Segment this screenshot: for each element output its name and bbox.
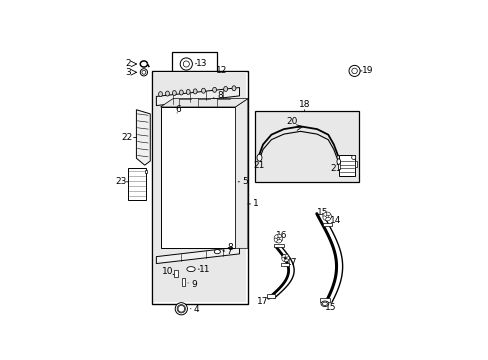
Ellipse shape (257, 154, 262, 161)
Bar (171, 51, 217, 89)
Ellipse shape (274, 238, 278, 243)
Ellipse shape (320, 301, 328, 306)
Ellipse shape (173, 273, 179, 279)
Ellipse shape (281, 257, 285, 261)
Ellipse shape (276, 234, 281, 238)
Text: 15: 15 (325, 303, 336, 312)
Text: 4: 4 (194, 305, 199, 314)
Ellipse shape (325, 217, 330, 221)
Ellipse shape (279, 236, 282, 241)
Ellipse shape (165, 91, 169, 96)
Ellipse shape (286, 256, 289, 260)
Bar (160, 107, 235, 248)
Ellipse shape (281, 255, 285, 258)
Text: 16: 16 (276, 231, 287, 240)
Ellipse shape (224, 86, 227, 91)
Text: 19: 19 (362, 66, 373, 75)
Ellipse shape (183, 61, 189, 67)
Bar (153, 72, 246, 302)
Text: 8: 8 (217, 91, 223, 100)
Bar (339, 156, 355, 176)
Ellipse shape (172, 91, 176, 95)
Bar (322, 222, 331, 226)
Polygon shape (156, 87, 239, 105)
Ellipse shape (179, 90, 183, 95)
Ellipse shape (322, 302, 327, 305)
Text: 5: 5 (242, 177, 247, 186)
Bar (128, 168, 146, 200)
Text: 17: 17 (286, 258, 297, 267)
Bar (280, 263, 288, 266)
Bar (152, 71, 247, 304)
Ellipse shape (276, 239, 281, 243)
Text: 11: 11 (199, 265, 210, 274)
Polygon shape (160, 99, 247, 107)
Text: 1: 1 (253, 199, 259, 208)
Bar (337, 161, 340, 169)
Ellipse shape (351, 68, 357, 74)
Bar (144, 170, 147, 174)
Ellipse shape (351, 155, 355, 159)
Ellipse shape (183, 76, 189, 83)
Text: 3: 3 (125, 68, 131, 77)
Ellipse shape (274, 235, 278, 239)
Text: 15: 15 (316, 208, 328, 217)
Ellipse shape (284, 259, 288, 262)
Ellipse shape (284, 254, 288, 257)
Text: 12: 12 (215, 66, 227, 75)
Ellipse shape (140, 69, 147, 76)
Ellipse shape (348, 66, 359, 76)
Ellipse shape (180, 58, 192, 70)
Ellipse shape (232, 86, 235, 91)
Ellipse shape (193, 89, 197, 94)
Bar (254, 111, 358, 182)
Ellipse shape (178, 305, 184, 312)
Text: 21: 21 (253, 161, 264, 170)
Bar (266, 294, 274, 298)
Text: 9: 9 (190, 280, 196, 289)
Text: 22: 22 (122, 133, 133, 142)
Text: 18: 18 (298, 100, 310, 109)
Ellipse shape (336, 159, 340, 164)
Ellipse shape (158, 92, 162, 96)
Polygon shape (136, 110, 150, 165)
Text: 23: 23 (115, 177, 126, 186)
Ellipse shape (212, 87, 216, 92)
Ellipse shape (186, 89, 190, 94)
Ellipse shape (181, 74, 191, 85)
Ellipse shape (322, 212, 326, 217)
Ellipse shape (175, 303, 187, 315)
Text: 7: 7 (226, 247, 232, 256)
Ellipse shape (186, 267, 195, 271)
Text: 8: 8 (226, 243, 232, 252)
Ellipse shape (201, 88, 205, 93)
Ellipse shape (214, 249, 220, 254)
Ellipse shape (322, 216, 326, 220)
Text: 10: 10 (162, 267, 173, 276)
Text: 20: 20 (286, 117, 297, 126)
Bar (354, 161, 357, 167)
Bar (182, 278, 185, 286)
Text: 6: 6 (175, 105, 181, 114)
Text: 2: 2 (125, 59, 131, 68)
Text: 14: 14 (329, 216, 341, 225)
Bar (274, 244, 284, 247)
Bar (174, 270, 177, 278)
Text: 13: 13 (196, 59, 207, 68)
Text: 21: 21 (330, 164, 342, 173)
Polygon shape (235, 99, 247, 248)
Text: 17: 17 (257, 297, 268, 306)
Polygon shape (156, 247, 239, 264)
Ellipse shape (327, 214, 331, 219)
Ellipse shape (325, 212, 330, 216)
Ellipse shape (142, 70, 145, 74)
Bar (320, 298, 329, 302)
